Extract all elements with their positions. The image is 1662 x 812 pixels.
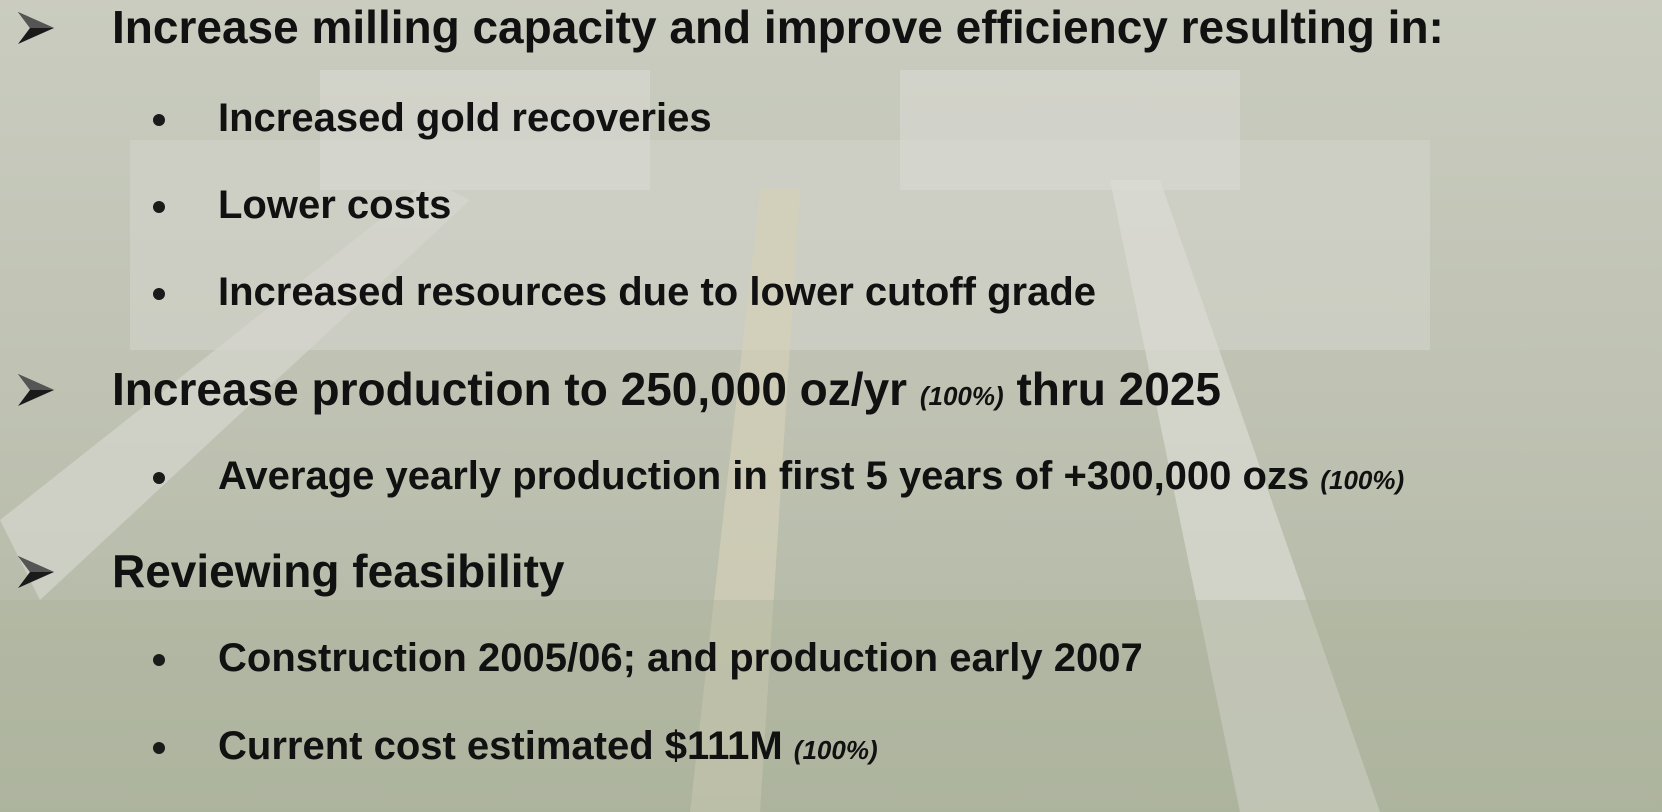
dot-bullet: [153, 201, 165, 213]
sub-line: Construction 2005/06; and production ear…: [218, 636, 1143, 681]
sub-text: Average yearly production in first 5 yea…: [218, 454, 1310, 498]
note: (100%): [919, 381, 1004, 411]
sub-line: Average yearly production in first 5 yea…: [218, 454, 1404, 499]
heading-text: Increase production to 250,000 oz/yr: [112, 363, 908, 415]
heading-tail: thru 2025: [1016, 363, 1221, 415]
note: (100%): [1320, 465, 1405, 495]
sub-line: Increased gold recoveries: [218, 96, 712, 141]
heading-text: Reviewing feasibility: [112, 545, 565, 597]
heading-text: Increase milling capacity and improve ef…: [112, 1, 1444, 53]
heading-line: Increase production to 250,000 oz/yr (10…: [112, 362, 1221, 416]
dot-bullet: [153, 742, 165, 754]
sub-text: Increased gold recoveries: [218, 96, 712, 140]
sub-text: Current cost estimated $111M: [218, 724, 783, 768]
dot-bullet: [153, 472, 165, 484]
sub-line: Increased resources due to lower cutoff …: [218, 270, 1096, 315]
dot-bullet: [153, 654, 165, 666]
sub-line: Lower costs: [218, 183, 451, 228]
dot-bullet: [153, 114, 165, 126]
arrow-bullet: [18, 12, 54, 44]
heading-line: Increase milling capacity and improve ef…: [112, 0, 1444, 54]
sub-text: Increased resources due to lower cutoff …: [218, 270, 1097, 314]
arrow-bullet: [18, 556, 54, 588]
arrow-bullet: [18, 374, 54, 406]
dot-bullet: [153, 288, 165, 300]
sub-line: Current cost estimated $111M (100%): [218, 724, 878, 769]
sub-text: Construction 2005/06; and production ear…: [218, 636, 1143, 680]
note: (100%): [793, 735, 878, 765]
heading-line: Reviewing feasibility: [112, 544, 564, 598]
sub-text: Lower costs: [218, 183, 452, 227]
